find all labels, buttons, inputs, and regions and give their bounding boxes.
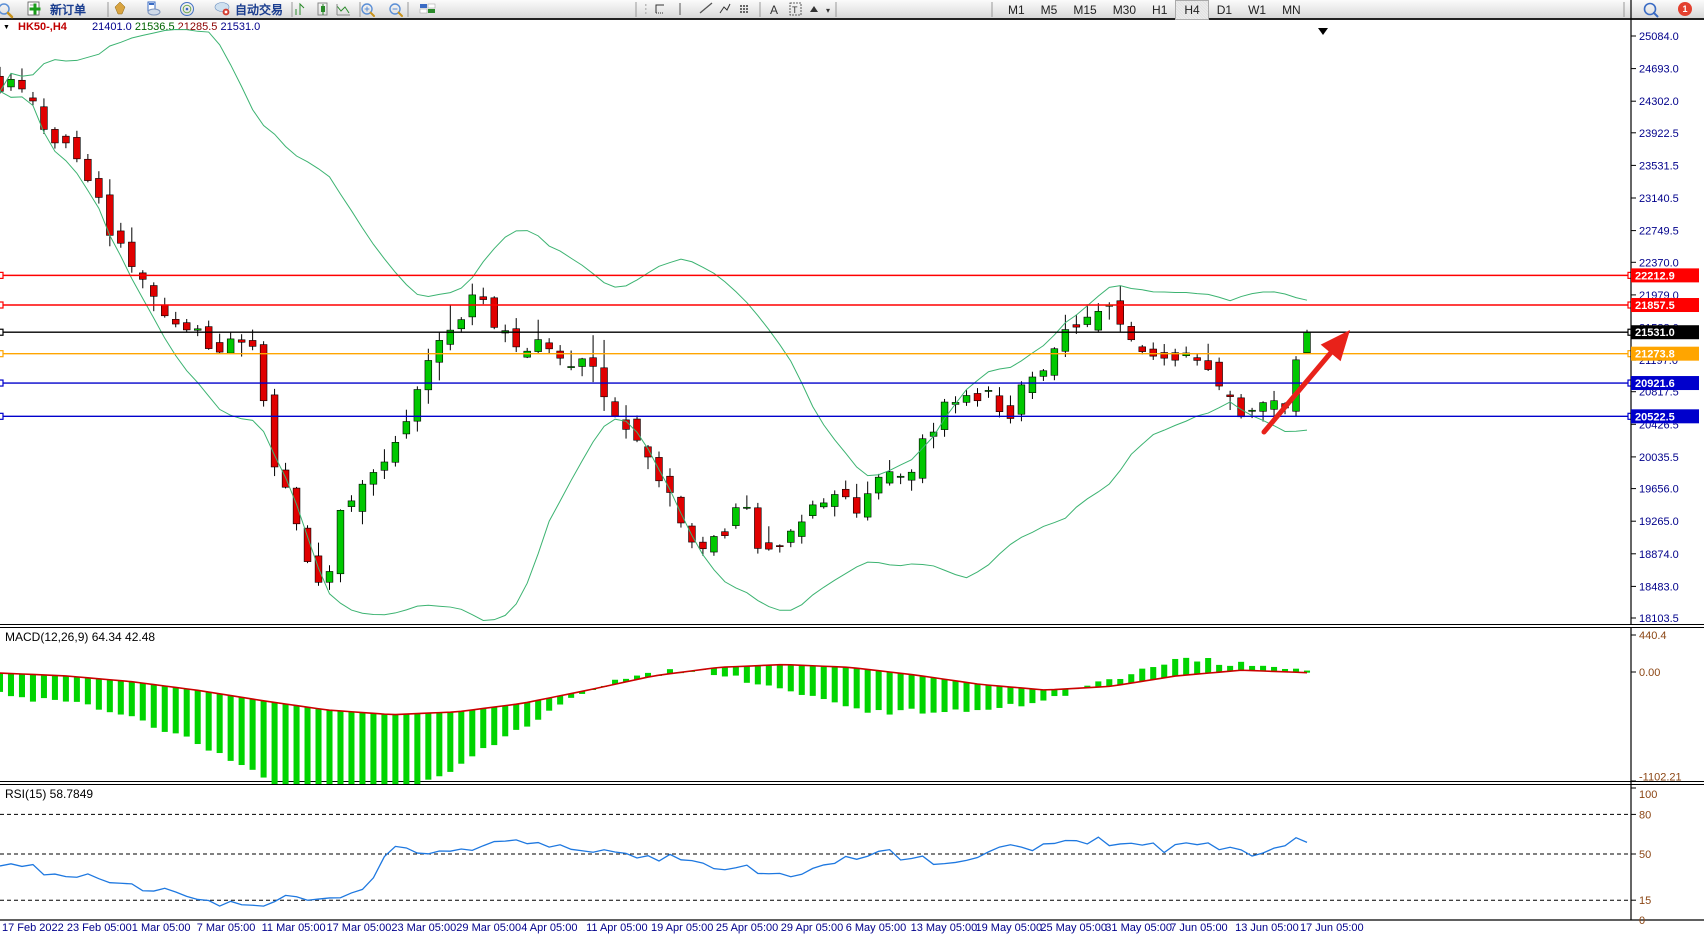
svg-text:29 Mar 05:00: 29 Mar 05:00 [456,922,521,934]
svg-text:17 Mar 05:00: 17 Mar 05:00 [327,922,392,934]
svg-text:18483.0: 18483.0 [1639,581,1679,593]
svg-text:17 Feb 2022: 17 Feb 2022 [2,922,64,934]
svg-text:18103.5: 18103.5 [1639,613,1679,625]
svg-text:21273.8: 21273.8 [1635,349,1675,361]
svg-text:440.4: 440.4 [1639,630,1667,642]
svg-text:23140.5: 23140.5 [1639,193,1679,205]
svg-text:23922.5: 23922.5 [1639,128,1679,140]
svg-text:25 Apr 05:00: 25 Apr 05:00 [716,922,778,934]
svg-text:23531.5: 23531.5 [1639,160,1679,172]
svg-text:20035.5: 20035.5 [1639,452,1679,464]
svg-text:22212.9: 22212.9 [1635,270,1675,282]
svg-text:21857.5: 21857.5 [1635,300,1675,312]
svg-text:19 May 05:00: 19 May 05:00 [976,922,1043,934]
svg-text:80: 80 [1639,809,1651,821]
svg-text:19656.0: 19656.0 [1639,484,1679,496]
svg-text:20921.6: 20921.6 [1635,378,1675,390]
svg-text:11 Apr 05:00: 11 Apr 05:00 [586,922,648,934]
svg-text:31 May 05:00: 31 May 05:00 [1105,922,1172,934]
svg-text:0.00: 0.00 [1639,667,1660,679]
svg-text:4 Apr 05:00: 4 Apr 05:00 [521,922,577,934]
svg-text:21531.0: 21531.0 [1635,327,1675,339]
svg-text:22370.0: 22370.0 [1639,257,1679,269]
svg-text:11 Mar 05:00: 11 Mar 05:00 [262,922,326,934]
svg-text:1 Mar 05:00: 1 Mar 05:00 [132,922,191,934]
svg-text:24693.0: 24693.0 [1639,64,1679,76]
svg-text:17 Jun 05:00: 17 Jun 05:00 [1300,922,1364,934]
svg-text:13 May 05:00: 13 May 05:00 [911,922,978,934]
svg-text:25 May 05:00: 25 May 05:00 [1040,922,1107,934]
svg-text:7 Jun 05:00: 7 Jun 05:00 [1170,922,1228,934]
svg-text:29 Apr 05:00: 29 Apr 05:00 [781,922,843,934]
svg-text:RSI(15) 58.7849: RSI(15) 58.7849 [5,787,93,801]
svg-text:18874.0: 18874.0 [1639,549,1679,561]
svg-text:25084.0: 25084.0 [1639,31,1679,43]
svg-text:23 Feb 05:00: 23 Feb 05:00 [67,922,132,934]
svg-text:-1102.21: -1102.21 [1639,772,1682,784]
svg-text:22749.5: 22749.5 [1639,226,1679,238]
svg-text:50: 50 [1639,849,1651,861]
svg-text:0: 0 [1639,915,1645,927]
svg-text:6 May 05:00: 6 May 05:00 [846,922,907,934]
svg-text:23 Mar 05:00: 23 Mar 05:00 [391,922,456,934]
svg-text:20522.5: 20522.5 [1635,411,1675,423]
svg-text:100: 100 [1639,789,1657,801]
svg-text:24302.0: 24302.0 [1639,96,1679,108]
svg-text:13 Jun 05:00: 13 Jun 05:00 [1235,922,1299,934]
svg-text:MACD(12,26,9) 64.34 42.48: MACD(12,26,9) 64.34 42.48 [5,630,155,644]
svg-text:15: 15 [1639,895,1651,907]
svg-text:19265.0: 19265.0 [1639,516,1679,528]
svg-text:7 Mar 05:00: 7 Mar 05:00 [197,922,256,934]
svg-text:19 Apr 05:00: 19 Apr 05:00 [651,922,713,934]
